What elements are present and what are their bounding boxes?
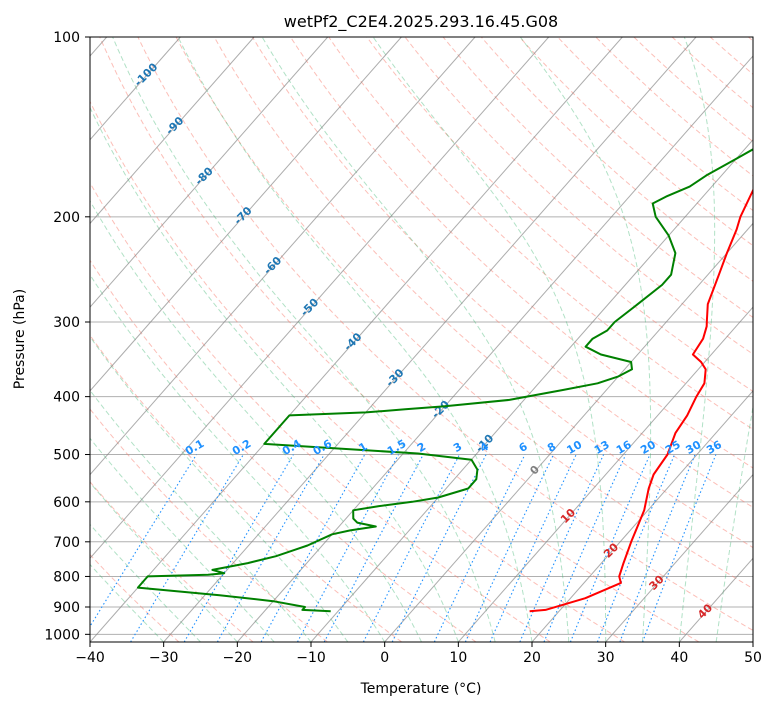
mixing-ratio-line <box>464 454 554 642</box>
y-tick-label: 700 <box>53 535 80 551</box>
isotherm-lines <box>90 37 753 642</box>
dry-adiabat <box>137 37 753 632</box>
mixing-ratio-line <box>489 454 577 642</box>
isotherm-line <box>90 37 402 392</box>
moist-adiabat <box>90 563 165 642</box>
isotherm-line <box>605 473 753 642</box>
x-tick-label: 20 <box>523 650 541 666</box>
moist-adiabat <box>90 437 275 642</box>
mixing-ratio-line <box>519 454 605 642</box>
moist-adiabat <box>90 200 422 642</box>
chart-title: wetPf2_C2E4.2025.293.16.45.G08 <box>284 12 558 32</box>
y-tick-label: 200 <box>53 210 80 226</box>
dry-adiabat <box>90 481 254 642</box>
isotherm-line <box>457 306 753 642</box>
x-tick-label: 10 <box>449 650 467 666</box>
isotherm-line <box>90 37 181 141</box>
x-tick-label: 0 <box>380 650 389 666</box>
x-tick-label: 40 <box>670 650 688 666</box>
x-tick-label: −40 <box>75 650 105 666</box>
isotherm-line <box>384 222 753 642</box>
isotherm-line <box>90 37 623 642</box>
y-tick-label: 100 <box>53 30 80 46</box>
y-tick-label: 1000 <box>44 627 80 643</box>
dry-adiabat <box>90 334 403 642</box>
dry-adiabat <box>90 100 625 642</box>
mixing-ratio-line <box>183 454 294 642</box>
x-tick-label: −10 <box>296 650 326 666</box>
x-tick-label: 30 <box>597 650 615 666</box>
mixing-ratio-line <box>569 454 651 642</box>
moist-adiabat <box>715 404 753 642</box>
y-tick-label: 400 <box>53 390 80 406</box>
dry-adiabats <box>90 37 753 642</box>
y-tick-label: 900 <box>53 600 80 616</box>
plot-frame <box>89 36 754 643</box>
mixing-ratio-line <box>433 454 526 642</box>
mixing-ratio-line <box>297 454 399 642</box>
moist-adiabat <box>177 37 533 642</box>
moist-adiabat <box>261 37 570 642</box>
y-tick-label: 800 <box>53 569 80 585</box>
isobar-gridlines <box>90 37 753 635</box>
moist-adiabat <box>372 37 607 642</box>
y-tick-label: 600 <box>53 495 80 511</box>
moist-adiabat <box>90 106 459 642</box>
moist-adiabat <box>90 389 312 642</box>
moist-adiabat <box>112 37 496 642</box>
sounding-series <box>136 148 753 613</box>
x-tick-label: −30 <box>149 650 179 666</box>
mixing-ratio-line <box>130 454 244 642</box>
isotherm-line <box>90 37 476 476</box>
x-axis-ticks: −40 −30 −20 −10 0 10 20 30 40 50 <box>75 642 762 666</box>
mixing-ratio-line <box>619 454 696 642</box>
y-axis-title: Pressure (hPa) <box>12 289 28 389</box>
isotherm-line <box>531 390 753 642</box>
y-axis-ticks: 100 200 300 400 500 600 700 800 900 1000 <box>44 30 90 643</box>
mixing-ratio-line <box>642 454 717 642</box>
moist-adiabats <box>90 37 753 642</box>
mixing-ratio-line <box>596 454 676 642</box>
isotherm-line <box>163 37 697 642</box>
dry-adiabat <box>175 37 753 590</box>
x-axis-title: Temperature (°C) <box>360 681 482 697</box>
dry-adiabat <box>90 259 477 642</box>
temperature-line <box>529 188 753 613</box>
moist-adiabat <box>90 273 386 642</box>
y-tick-label: 500 <box>53 448 80 464</box>
x-tick-label: 50 <box>744 650 762 666</box>
mixing-ratio-line <box>543 454 627 642</box>
isotherm-line <box>90 37 255 225</box>
isotherm-line <box>236 55 753 642</box>
dry-adiabat <box>289 37 753 469</box>
x-tick-label: −20 <box>223 650 253 666</box>
dry-adiabat <box>90 181 551 642</box>
moist-adiabat <box>90 481 238 642</box>
mixing-ratio-line <box>216 454 325 642</box>
moist-adiabat <box>90 523 201 642</box>
moist-adiabat <box>678 37 716 642</box>
dry-adiabat <box>99 37 700 642</box>
mixing-ratio-line <box>323 454 424 642</box>
dewpoint-line <box>136 148 753 613</box>
dry-adiabat <box>366 37 753 393</box>
dry-adiabat <box>213 37 753 549</box>
mixing-ratio-lines <box>90 454 717 642</box>
dry-adiabat <box>404 37 753 355</box>
isotherm-line <box>90 37 329 308</box>
isotherm-line <box>90 37 550 560</box>
isotherm-line <box>310 138 753 642</box>
y-tick-label: 300 <box>53 315 80 331</box>
